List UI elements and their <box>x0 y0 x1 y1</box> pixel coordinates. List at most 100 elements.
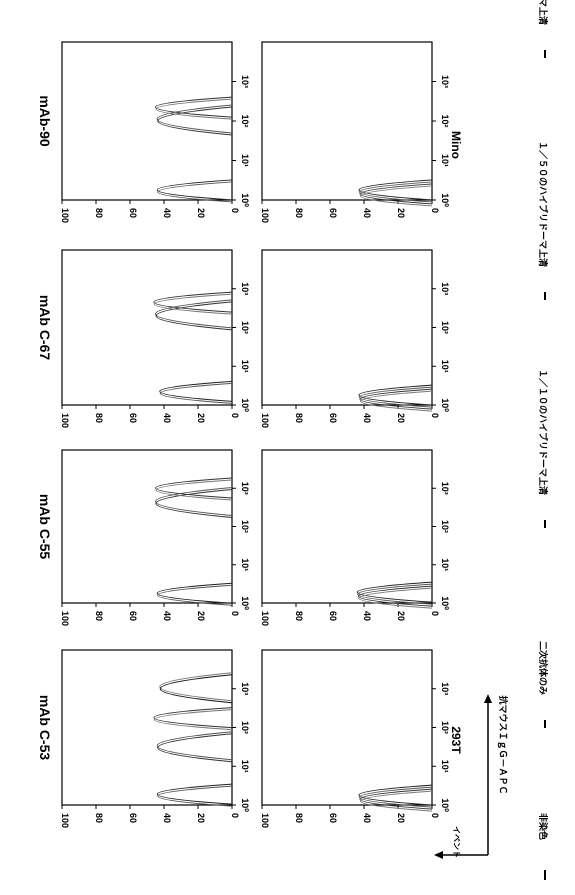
panel-title: mAb-90 <box>37 95 53 147</box>
y-tick-label: 0 <box>430 413 440 418</box>
y-tick-label: 100 <box>260 413 270 428</box>
y-tick-label: 20 <box>396 413 406 423</box>
y-tick-label: 0 <box>430 813 440 818</box>
x-tick-label: 10⁰ <box>240 193 250 207</box>
x-tick-label: 10¹ <box>440 760 450 773</box>
x-tick-label: 10³ <box>440 282 450 295</box>
y-tick-label: 100 <box>260 611 270 626</box>
y-tick-label: 80 <box>94 813 104 823</box>
plot-frame <box>62 450 232 603</box>
y-tick-label: 80 <box>94 611 104 621</box>
y-tick-label: 0 <box>230 208 240 213</box>
x-tick-label: 10⁰ <box>440 798 450 812</box>
y-tick-label: 0 <box>230 611 240 616</box>
y-tick-label: 0 <box>430 208 440 213</box>
plot-frame <box>262 650 432 805</box>
y-tick-label: 100 <box>60 611 70 626</box>
y-tick-label: 20 <box>196 611 206 621</box>
y-tick-label: 0 <box>230 813 240 818</box>
x-tick-label: 10¹ <box>240 360 250 373</box>
x-tick-label: 10¹ <box>440 154 450 167</box>
y-tick-label: 20 <box>396 813 406 823</box>
panel-title: mAb C-55 <box>37 494 53 560</box>
x-tick-label: 10² <box>240 520 250 533</box>
y-tick-label: 60 <box>328 611 338 621</box>
y-tick-label: 40 <box>362 611 372 621</box>
x-tick-label: 10³ <box>240 482 250 495</box>
y-tick-label: 80 <box>294 413 304 423</box>
legend-label-1: 二次抗体のみ <box>538 641 549 695</box>
y-tick-label: 80 <box>294 813 304 823</box>
y-tick-label: 80 <box>94 413 104 423</box>
histogram-curve <box>157 105 232 133</box>
y-tick-label: 80 <box>294 611 304 621</box>
x-axis-title: 抗マウスＩｇＧ－ＡＰＣ <box>496 695 509 794</box>
histogram-curve <box>160 675 232 703</box>
x-tick-label: 10² <box>440 114 450 127</box>
x-tick-label: 10¹ <box>240 760 250 773</box>
panel-title: mAb C-53 <box>37 695 53 761</box>
histogram-curve <box>158 734 232 762</box>
y-tick-label: 40 <box>162 208 172 218</box>
x-tick-label: 10² <box>240 721 250 734</box>
y-tick-label: 100 <box>60 413 70 428</box>
legend-label-0: 非染色 <box>538 813 549 840</box>
x-tick-label: 10⁰ <box>240 398 250 412</box>
x-tick-label: 10⁰ <box>440 193 450 207</box>
y-tick-label: 20 <box>396 611 406 621</box>
x-tick-label: 10⁰ <box>240 596 250 610</box>
x-tick-label: 10³ <box>240 682 250 695</box>
plot-frame <box>262 250 432 405</box>
x-tick-label: 10¹ <box>440 558 450 571</box>
plot-frame <box>62 42 232 200</box>
x-tick-label: 10² <box>440 520 450 533</box>
y-tick-label: 0 <box>430 611 440 616</box>
x-tick-label: 10² <box>440 721 450 734</box>
histogram-curve <box>157 732 232 760</box>
y-tick-label: 80 <box>294 208 304 218</box>
histogram-curve <box>160 673 232 701</box>
y-tick-label: 60 <box>328 413 338 423</box>
x-tick-label: 10³ <box>240 282 250 295</box>
y-tick-label: 40 <box>362 813 372 823</box>
row-label-293t: 293T <box>449 726 463 754</box>
x-tick-label: 10⁰ <box>440 398 450 412</box>
y-tick-label: 60 <box>328 208 338 218</box>
y-tick-label: 60 <box>328 813 338 823</box>
x-tick-label: 10² <box>440 321 450 334</box>
y-tick-label: 100 <box>60 208 70 223</box>
x-tick-label: 10² <box>240 114 250 127</box>
legend-label-3: １／５０のハイブリドーマ上清 <box>538 141 549 267</box>
y-tick-label: 0 <box>230 413 240 418</box>
y-tick-label: 40 <box>362 413 372 423</box>
legend-label-4: １／２００のハイブリドーマ上清 <box>538 0 549 25</box>
y-tick-label: 100 <box>260 813 270 828</box>
legend-label-2: １／１０のハイブリドーマ上清 <box>538 369 549 495</box>
y-tick-label: 60 <box>128 208 138 218</box>
x-tick-label: 10³ <box>440 482 450 495</box>
y-tick-label: 100 <box>260 208 270 223</box>
y-tick-label: 20 <box>196 208 206 218</box>
x-tick-label: 10⁰ <box>240 798 250 812</box>
x-tick-label: 10² <box>240 321 250 334</box>
x-arrowhead-icon <box>484 694 492 703</box>
y-tick-label: 80 <box>94 208 104 218</box>
y-tick-label: 60 <box>128 413 138 423</box>
row-label-mino: Mino <box>449 131 463 159</box>
x-tick-label: 10¹ <box>240 558 250 571</box>
y-tick-label: 20 <box>396 208 406 218</box>
plot-frame <box>262 42 432 200</box>
plot-frame <box>262 450 432 603</box>
x-tick-label: 10³ <box>240 75 250 88</box>
y-tick-label: 40 <box>362 208 372 218</box>
y-tick-label: 40 <box>162 611 172 621</box>
x-tick-label: 10⁰ <box>440 596 450 610</box>
x-tick-label: 10¹ <box>240 154 250 167</box>
y-tick-label: 100 <box>60 813 70 828</box>
x-tick-label: 10³ <box>440 682 450 695</box>
y-arrowhead-icon <box>434 851 443 859</box>
y-tick-label: 60 <box>128 611 138 621</box>
x-tick-label: 10³ <box>440 75 450 88</box>
